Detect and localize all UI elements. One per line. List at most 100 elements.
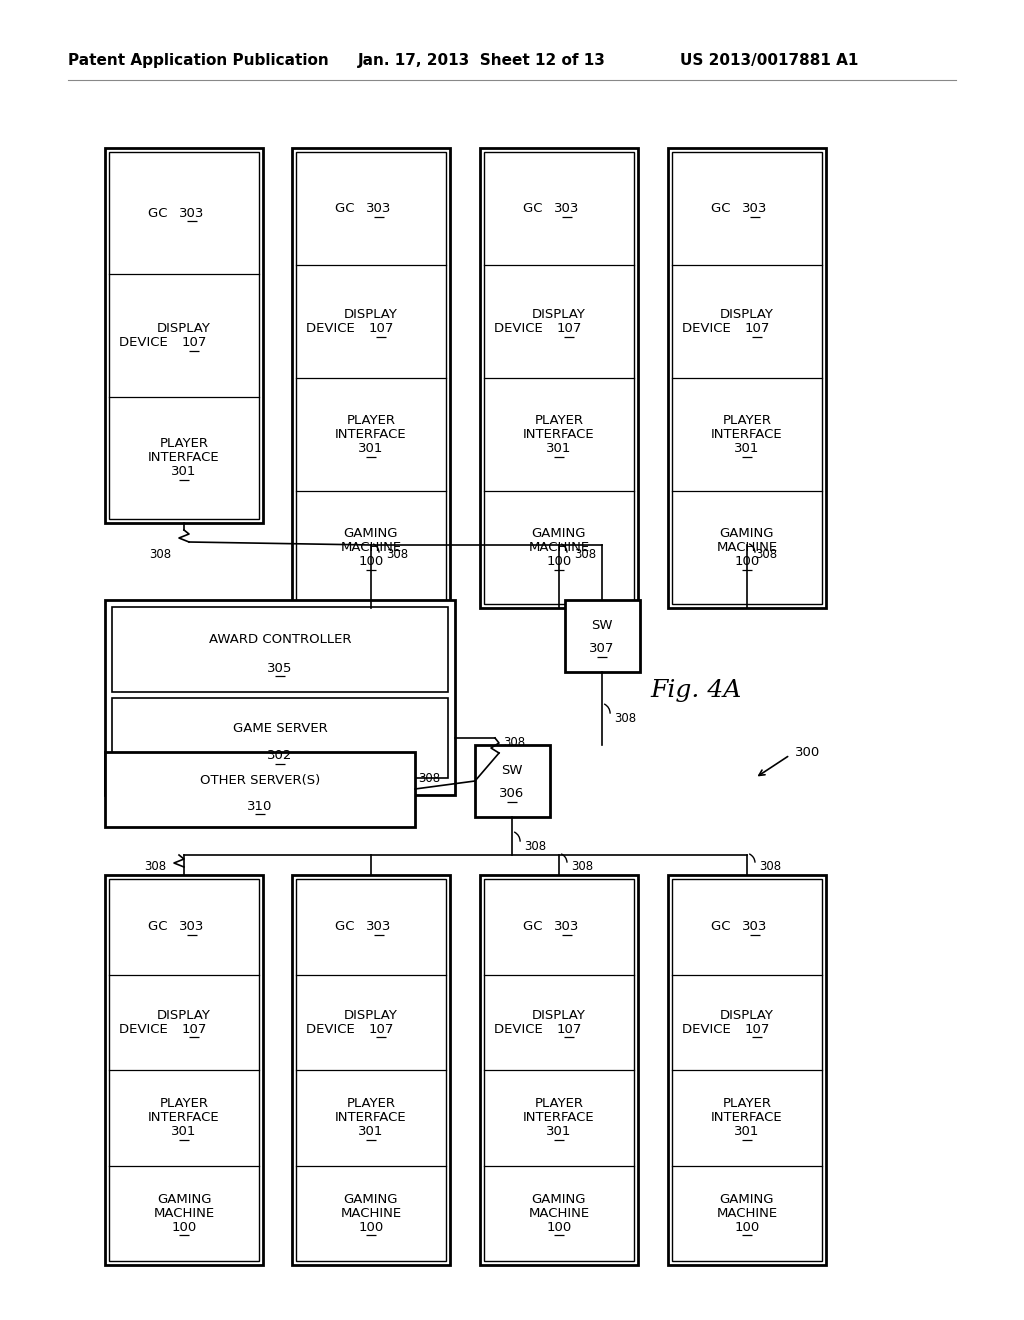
- Bar: [109, 152, 259, 519]
- Text: 305: 305: [267, 661, 293, 675]
- Text: GC: GC: [523, 920, 551, 933]
- Text: GC: GC: [711, 202, 739, 215]
- Text: Fig. 4A: Fig. 4A: [650, 678, 741, 701]
- Text: AWARD CONTROLLER: AWARD CONTROLLER: [209, 632, 351, 645]
- Text: MACHINE: MACHINE: [528, 1206, 590, 1220]
- Text: SW: SW: [502, 764, 522, 776]
- Text: PLAYER: PLAYER: [160, 1097, 209, 1110]
- Text: DISPLAY: DISPLAY: [157, 322, 211, 335]
- Text: INTERFACE: INTERFACE: [148, 451, 220, 465]
- Text: 100: 100: [358, 554, 384, 568]
- Text: SW: SW: [591, 619, 612, 632]
- Bar: [105, 875, 263, 1265]
- Text: 308: 308: [571, 861, 593, 874]
- Text: PLAYER: PLAYER: [346, 1097, 395, 1110]
- Text: 308: 308: [755, 549, 777, 561]
- Text: 308: 308: [524, 840, 546, 853]
- Text: INTERFACE: INTERFACE: [712, 428, 782, 441]
- Bar: [475, 744, 550, 817]
- Text: GAME SERVER: GAME SERVER: [232, 722, 328, 735]
- Text: INTERFACE: INTERFACE: [335, 428, 407, 441]
- Text: GAMING: GAMING: [344, 527, 398, 540]
- Text: 301: 301: [547, 442, 571, 455]
- Text: 308: 308: [759, 861, 781, 874]
- Text: INTERFACE: INTERFACE: [523, 1111, 595, 1125]
- Bar: [296, 152, 446, 605]
- Bar: [296, 879, 446, 1261]
- Text: 107: 107: [181, 337, 207, 348]
- Bar: [668, 148, 826, 609]
- Text: 303: 303: [367, 202, 392, 215]
- Text: 301: 301: [734, 1125, 760, 1138]
- Bar: [112, 607, 449, 692]
- Text: INTERFACE: INTERFACE: [712, 1111, 782, 1125]
- Text: DISPLAY: DISPLAY: [532, 1008, 586, 1022]
- Text: GC: GC: [148, 207, 176, 219]
- Bar: [484, 152, 634, 605]
- Text: GC: GC: [148, 920, 176, 933]
- Text: DISPLAY: DISPLAY: [344, 1008, 398, 1022]
- Text: 308: 308: [614, 711, 636, 725]
- Text: MACHINE: MACHINE: [717, 1206, 777, 1220]
- Text: 308: 308: [574, 549, 596, 561]
- Text: GAMING: GAMING: [531, 527, 587, 540]
- Text: GAMING: GAMING: [157, 1193, 211, 1205]
- Text: MACHINE: MACHINE: [340, 1206, 401, 1220]
- Bar: [105, 148, 263, 523]
- Text: 301: 301: [171, 466, 197, 478]
- Text: MACHINE: MACHINE: [154, 1206, 215, 1220]
- Text: DEVICE: DEVICE: [494, 322, 551, 335]
- Text: DEVICE: DEVICE: [306, 1023, 362, 1036]
- Text: 308: 308: [144, 861, 166, 874]
- Bar: [109, 879, 259, 1261]
- Text: 308: 308: [503, 737, 525, 750]
- Text: GC: GC: [523, 202, 551, 215]
- Text: 300: 300: [795, 746, 820, 759]
- Text: DISPLAY: DISPLAY: [157, 1008, 211, 1022]
- Bar: [672, 879, 822, 1261]
- Text: PLAYER: PLAYER: [535, 1097, 584, 1110]
- Text: DEVICE: DEVICE: [494, 1023, 551, 1036]
- Text: US 2013/0017881 A1: US 2013/0017881 A1: [680, 53, 858, 67]
- Text: 303: 303: [742, 920, 768, 933]
- Text: INTERFACE: INTERFACE: [148, 1111, 220, 1125]
- Text: 303: 303: [554, 202, 580, 215]
- Text: 302: 302: [267, 750, 293, 762]
- Text: MACHINE: MACHINE: [717, 541, 777, 554]
- Text: PLAYER: PLAYER: [160, 437, 209, 450]
- Text: INTERFACE: INTERFACE: [523, 428, 595, 441]
- Text: DISPLAY: DISPLAY: [720, 308, 774, 321]
- Bar: [484, 879, 634, 1261]
- Text: GAMING: GAMING: [344, 1193, 398, 1205]
- Text: INTERFACE: INTERFACE: [335, 1111, 407, 1125]
- Text: GC: GC: [711, 920, 739, 933]
- Bar: [565, 601, 640, 672]
- Text: Jan. 17, 2013  Sheet 12 of 13: Jan. 17, 2013 Sheet 12 of 13: [358, 53, 606, 67]
- Text: DISPLAY: DISPLAY: [720, 1008, 774, 1022]
- Text: 107: 107: [556, 322, 582, 335]
- Text: 100: 100: [547, 554, 571, 568]
- Text: 301: 301: [358, 442, 384, 455]
- Text: OTHER SERVER(S): OTHER SERVER(S): [200, 774, 321, 787]
- Text: 100: 100: [358, 1221, 384, 1234]
- Text: PLAYER: PLAYER: [346, 414, 395, 426]
- Text: 107: 107: [181, 1023, 207, 1036]
- Text: 308: 308: [386, 549, 409, 561]
- Text: GAMING: GAMING: [720, 527, 774, 540]
- Text: 301: 301: [358, 1125, 384, 1138]
- Bar: [480, 875, 638, 1265]
- Text: GAMING: GAMING: [531, 1193, 587, 1205]
- Text: 306: 306: [500, 788, 524, 800]
- Text: MACHINE: MACHINE: [528, 541, 590, 554]
- Text: 303: 303: [367, 920, 392, 933]
- Text: 301: 301: [171, 1125, 197, 1138]
- Text: 301: 301: [734, 442, 760, 455]
- Text: 308: 308: [150, 548, 171, 561]
- Text: 107: 107: [744, 322, 770, 335]
- Text: DEVICE: DEVICE: [119, 1023, 176, 1036]
- Text: 303: 303: [742, 202, 768, 215]
- Text: GC: GC: [335, 920, 362, 933]
- Bar: [292, 875, 450, 1265]
- Text: GC: GC: [335, 202, 362, 215]
- Text: 100: 100: [547, 1221, 571, 1234]
